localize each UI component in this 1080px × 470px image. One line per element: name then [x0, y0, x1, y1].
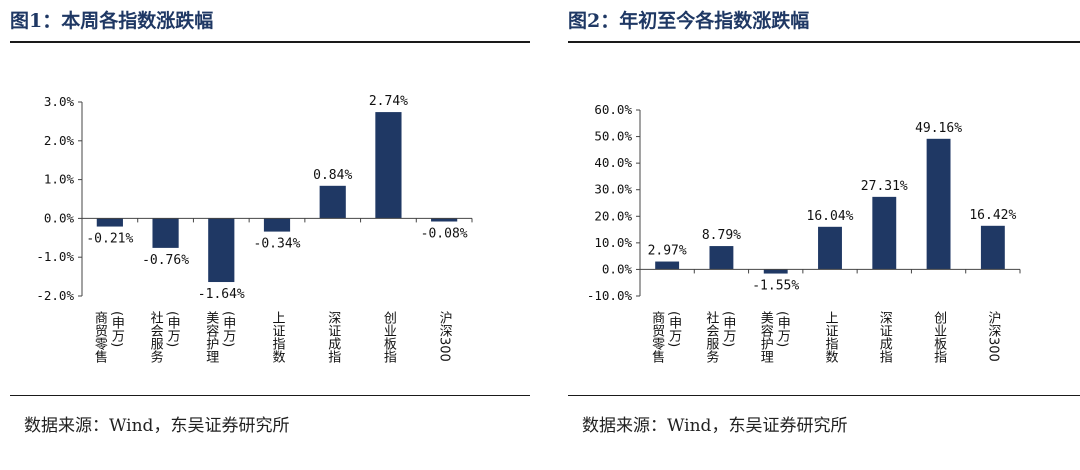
bar: [655, 261, 680, 270]
data-label: 2.97%: [648, 244, 687, 259]
weekly-change-bar-chart: 3.0% 2.0% 1.0% 0.0% -1.0% -2.0% -0.21% -0.76% -1…: [36, 94, 473, 363]
data-label: 2.74%: [369, 94, 408, 109]
category-label: 沪深300: [985, 310, 1001, 361]
bar: [263, 218, 291, 232]
bar: [431, 218, 458, 222]
category-label: 深证成指: [877, 311, 893, 363]
y-tick-label: 0.0%: [44, 210, 75, 225]
bar: [96, 218, 123, 227]
category-label: 社会服务: [148, 310, 164, 363]
category-label: (申万): [109, 311, 125, 347]
y-tick-label: 40.0%: [594, 155, 632, 170]
bar: [763, 269, 788, 274]
category-label: 创业板指: [381, 311, 397, 363]
y-tick-label: 30.0%: [594, 182, 632, 197]
bar: [980, 225, 1005, 270]
y-tick-label: 1.0%: [44, 172, 75, 187]
data-label: 27.31%: [861, 179, 908, 194]
y-tick-label: -1.0%: [36, 249, 74, 264]
bar: [709, 246, 734, 270]
data-label: -1.55%: [752, 279, 799, 294]
category-label: 商贸零售: [92, 311, 108, 363]
bar: [319, 185, 346, 219]
top-rule: [568, 41, 1080, 43]
data-label: -0.34%: [254, 237, 301, 252]
category-label: (申万): [165, 311, 181, 347]
category-label: 上证指数: [270, 311, 286, 363]
y-tick-label: 50.0%: [594, 129, 632, 144]
category-label: 上证指数: [823, 311, 839, 363]
category-label: 商贸零售: [649, 311, 665, 363]
category-label: 社会服务: [703, 310, 719, 363]
y-tick-label: -2.0%: [36, 288, 74, 303]
figure-title: 图1：本周各指数涨跌幅: [10, 10, 214, 32]
data-label: 16.42%: [969, 208, 1016, 223]
category-label: (申万): [720, 311, 736, 347]
data-label: -0.08%: [421, 227, 468, 242]
category-label: 创业板指: [931, 311, 947, 363]
y-tick-label: 3.0%: [44, 94, 75, 109]
chart-panel-weekly: 图1：本周各指数涨跌幅 3.0% 2.0% 1.0% 0.0% -1.0% -2.0% -0…: [10, 0, 530, 470]
ytd-change-bar-chart: 60.0% 50.0% 40.0% 30.0% 20.0% 10.0% 0.0% -10.0%…: [587, 102, 1021, 363]
category-label: (申万): [775, 311, 791, 347]
category-label: 深证成指: [325, 311, 341, 363]
y-tick-label: 20.0%: [594, 208, 632, 223]
top-rule: [10, 41, 530, 43]
bottom-rule: [10, 395, 530, 396]
bar: [208, 218, 235, 283]
bar: [872, 196, 897, 270]
chart-panel-ytd: 图2：年初至今各指数涨跌幅 60.0% 50.0% 40.0% 30.0% 20.0% 1…: [568, 0, 1080, 470]
y-tick-label: 0.0%: [602, 261, 633, 276]
category-label: (申万): [220, 311, 236, 347]
data-label: 0.84%: [313, 168, 352, 183]
bar: [152, 218, 179, 248]
source-note: 数据来源：Wind，东吴证券研究所: [582, 416, 848, 436]
category-label: (申万): [666, 311, 682, 347]
bar: [375, 112, 402, 219]
data-label: -0.76%: [142, 253, 189, 268]
category-label: 美容护理: [203, 311, 219, 363]
bar: [818, 226, 842, 270]
y-tick-label: 60.0%: [594, 102, 632, 117]
data-label: 49.16%: [915, 121, 962, 136]
category-label: 沪深300: [437, 310, 453, 361]
category-label: 美容护理: [758, 311, 774, 363]
figure-title: 图2：年初至今各指数涨跌幅: [568, 10, 810, 32]
source-note: 数据来源：Wind，东吴证券研究所: [24, 416, 290, 436]
data-label: -1.64%: [198, 287, 245, 302]
data-label: -0.21%: [86, 232, 133, 247]
bottom-rule: [568, 395, 1080, 396]
y-tick-label: 2.0%: [44, 133, 75, 148]
data-label: 16.04%: [807, 209, 854, 224]
y-tick-label: -10.0%: [587, 288, 633, 303]
bar: [926, 138, 951, 270]
y-tick-label: 10.0%: [594, 235, 632, 250]
data-label: 8.79%: [702, 228, 741, 243]
